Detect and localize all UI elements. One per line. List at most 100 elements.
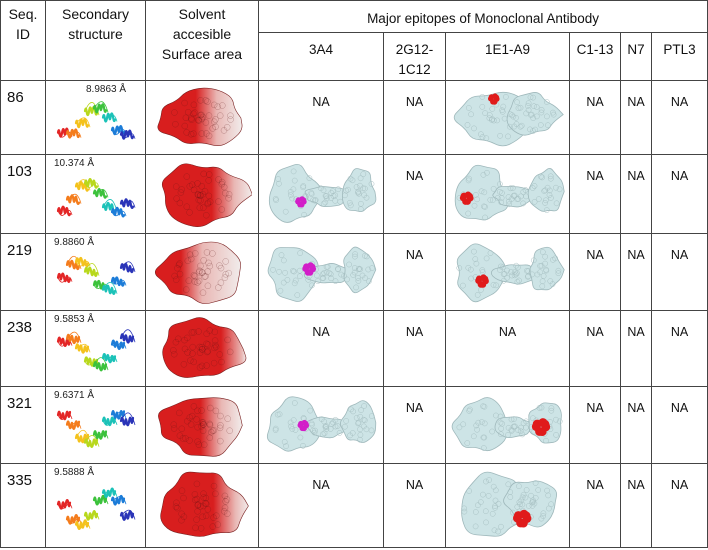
solvent-surface-image bbox=[160, 471, 249, 537]
seq-id-cell: 335 bbox=[0, 463, 46, 548]
epitope-image-cell bbox=[258, 154, 384, 234]
table-row: 335 9.5888 Å NA NA NA NA NA bbox=[0, 463, 708, 548]
solvent-surface-cell bbox=[145, 80, 259, 155]
na-cell: NA bbox=[445, 310, 570, 387]
secondary-structure-cell: 8.9863 Å bbox=[45, 80, 146, 155]
secondary-structure-image bbox=[56, 255, 136, 295]
secondary-structure-image bbox=[56, 487, 136, 530]
secondary-structure-cell: 9.5888 Å bbox=[45, 463, 146, 548]
secondary-structure-cell: 9.6371 Å bbox=[45, 386, 146, 464]
epitope-spot bbox=[474, 277, 482, 284]
epitope-spot bbox=[519, 509, 528, 519]
na-cell: NA bbox=[650, 386, 708, 464]
protein-surface-image bbox=[267, 246, 377, 302]
epitope-spot bbox=[301, 425, 307, 432]
epitope-spot bbox=[307, 262, 314, 269]
header-ab-3a4: 3A4 bbox=[258, 32, 384, 81]
solvent-surface-cell bbox=[145, 310, 259, 387]
secondary-structure-cell: 9.5853 Å bbox=[45, 310, 146, 387]
epitope-spot bbox=[479, 274, 487, 281]
seq-id-cell: 321 bbox=[0, 386, 46, 464]
na-cell: NA bbox=[650, 80, 708, 155]
seq-id-cell: 238 bbox=[0, 310, 46, 387]
epitope-spot bbox=[479, 281, 486, 288]
protein-surface-image bbox=[266, 396, 377, 452]
epitope-image-cell bbox=[445, 386, 570, 464]
solvent-surface-image bbox=[158, 397, 243, 457]
na-cell: NA bbox=[620, 386, 652, 464]
na-cell: NA bbox=[569, 154, 621, 234]
solvent-surface-image bbox=[161, 163, 252, 227]
epitope-image-cell bbox=[445, 233, 570, 311]
na-cell: NA bbox=[650, 310, 708, 387]
distance-label: 9.6371 Å bbox=[54, 390, 95, 401]
na-cell: NA bbox=[569, 463, 621, 548]
na-cell: NA bbox=[383, 386, 446, 464]
na-cell: NA bbox=[383, 463, 446, 548]
epitope-spot bbox=[464, 191, 471, 199]
header-seq-id: Seq. ID bbox=[0, 0, 46, 81]
header-ab-1e1-a9: 1E1-A9 bbox=[445, 32, 570, 81]
epitope-spot bbox=[299, 196, 305, 202]
table-row: 103 10.374 Å NA NA NA NA bbox=[0, 154, 708, 234]
distance-label: 9.5888 Å bbox=[54, 467, 95, 478]
na-cell: NA bbox=[569, 310, 621, 387]
na-cell: NA bbox=[383, 233, 446, 311]
seq-id-cell: 219 bbox=[0, 233, 46, 311]
na-cell: NA bbox=[620, 463, 652, 548]
solvent-surface-cell bbox=[145, 233, 259, 311]
na-cell: NA bbox=[258, 463, 384, 548]
na-cell: NA bbox=[620, 80, 652, 155]
epitope-spot bbox=[487, 95, 494, 102]
seq-id-cell: 86 bbox=[0, 80, 46, 155]
na-cell: NA bbox=[258, 310, 384, 387]
protein-surface-image bbox=[451, 397, 563, 452]
solvent-surface-image bbox=[162, 317, 247, 378]
seq-id-cell: 103 bbox=[0, 154, 46, 234]
protein-surface-image bbox=[455, 243, 565, 303]
header-ab-2g12-1c12: 2G12-1C12 bbox=[383, 32, 446, 81]
epitope-spot bbox=[538, 418, 547, 427]
na-cell: NA bbox=[569, 80, 621, 155]
solvent-surface-cell bbox=[145, 463, 259, 548]
na-cell: NA bbox=[650, 233, 708, 311]
distance-label: 8.9863 Å bbox=[86, 84, 127, 95]
protein-surface-image bbox=[453, 91, 564, 147]
distance-label: 9.8860 Å bbox=[54, 237, 95, 248]
distance-label: 9.5853 Å bbox=[54, 314, 95, 325]
secondary-structure-image bbox=[56, 101, 136, 140]
secondary-structure-cell: 10.374 Å bbox=[45, 154, 146, 234]
secondary-structure-cell: 9.8860 Å bbox=[45, 233, 146, 311]
table-row: 86 8.9863 Å NA NA NA NA NA bbox=[0, 80, 708, 155]
na-cell: NA bbox=[569, 386, 621, 464]
secondary-structure-image bbox=[56, 178, 136, 218]
header-solvent-surface: Solvent accesible Surface area bbox=[145, 0, 259, 81]
secondary-structure-image bbox=[56, 329, 136, 372]
epitope-spot bbox=[459, 194, 466, 202]
na-cell: NA bbox=[383, 154, 446, 234]
distance-label: 10.374 Å bbox=[54, 158, 95, 169]
epitope-spot bbox=[301, 419, 308, 426]
protein-surface-image bbox=[268, 164, 377, 223]
secondary-structure-image bbox=[56, 410, 136, 448]
header-ab-n7: N7 bbox=[620, 32, 652, 81]
epitope-spot bbox=[491, 93, 498, 99]
na-cell: NA bbox=[569, 233, 621, 311]
epitope-spot bbox=[302, 265, 309, 272]
epitope-spot bbox=[295, 198, 301, 205]
na-cell: NA bbox=[258, 80, 384, 155]
protein-surface-image bbox=[460, 471, 557, 537]
table-row: 321 9.6371 Å NA NA NA NA bbox=[0, 386, 708, 464]
epitope-image-cell bbox=[445, 463, 570, 548]
table-row: 219 9.8860 Å NA NA NA NA bbox=[0, 233, 708, 311]
epitope-spot bbox=[518, 518, 528, 528]
header-secondary-structure: Secondary structure bbox=[45, 0, 146, 81]
epitope-spot bbox=[537, 427, 547, 436]
epitope-spot bbox=[306, 269, 314, 276]
na-cell: NA bbox=[383, 310, 446, 387]
solvent-surface-cell bbox=[145, 154, 259, 234]
epitope-image-cell bbox=[258, 386, 384, 464]
solvent-surface-image bbox=[157, 87, 243, 147]
na-cell: NA bbox=[620, 310, 652, 387]
